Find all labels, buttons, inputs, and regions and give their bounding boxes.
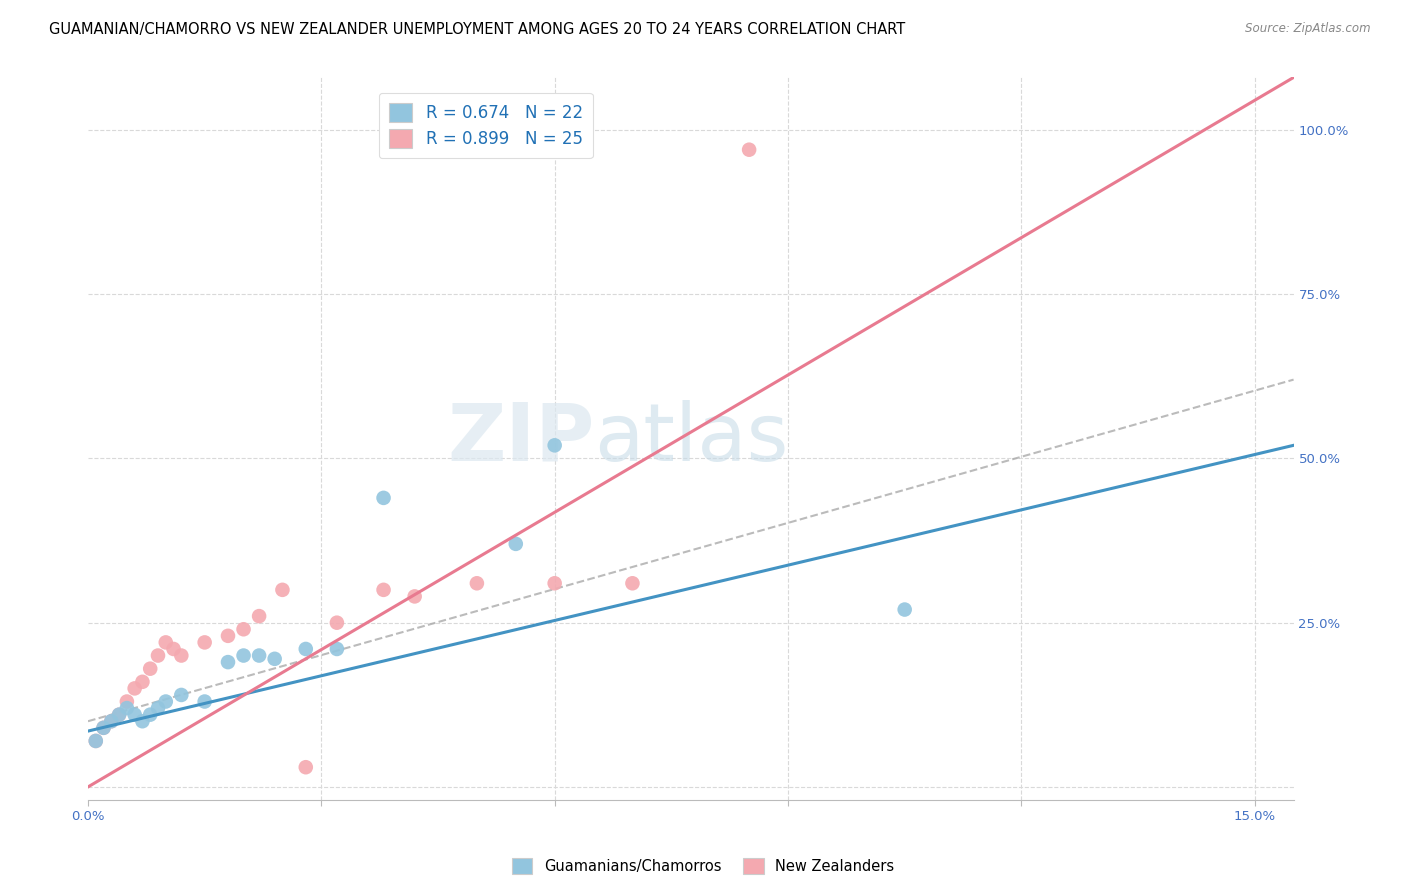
Point <box>93 721 115 735</box>
Point <box>115 701 138 715</box>
Point <box>373 491 395 505</box>
Text: GUAMANIAN/CHAMORRO VS NEW ZEALANDER UNEMPLOYMENT AMONG AGES 20 TO 24 YEARS CORRE: GUAMANIAN/CHAMORRO VS NEW ZEALANDER UNEM… <box>49 22 905 37</box>
Point <box>155 635 177 649</box>
Text: Source: ZipAtlas.com: Source: ZipAtlas.com <box>1246 22 1371 36</box>
Point <box>108 707 131 722</box>
Point <box>162 642 184 657</box>
Point <box>294 642 316 657</box>
Point <box>84 734 107 748</box>
Point <box>232 622 254 636</box>
Point <box>124 707 146 722</box>
Point <box>131 714 153 729</box>
Point <box>738 143 761 157</box>
Point <box>155 694 177 708</box>
Point <box>465 576 488 591</box>
Point <box>124 681 146 696</box>
Point <box>170 648 193 663</box>
Point <box>294 760 316 774</box>
Point <box>893 602 915 616</box>
Point <box>139 707 162 722</box>
Point <box>271 582 294 597</box>
Point <box>108 707 131 722</box>
Point <box>115 694 138 708</box>
Point <box>263 652 285 666</box>
Point <box>131 674 153 689</box>
Point <box>373 582 395 597</box>
Point <box>217 655 239 669</box>
Point <box>404 590 426 604</box>
Text: ZIP: ZIP <box>447 400 595 478</box>
Point <box>621 576 644 591</box>
Point <box>170 688 193 702</box>
Point <box>544 438 567 452</box>
Point <box>100 714 122 729</box>
Point <box>100 714 122 729</box>
Point <box>326 615 349 630</box>
Point <box>146 648 169 663</box>
Text: atlas: atlas <box>595 400 789 478</box>
Point <box>505 537 527 551</box>
Point <box>146 701 169 715</box>
Point <box>247 609 270 624</box>
Point <box>544 576 567 591</box>
Point <box>194 635 217 649</box>
Point <box>93 721 115 735</box>
Point <box>232 648 254 663</box>
Point <box>217 629 239 643</box>
Point <box>84 734 107 748</box>
Point <box>247 648 270 663</box>
Legend: Guamanians/Chamorros, New Zealanders: Guamanians/Chamorros, New Zealanders <box>506 852 900 880</box>
Legend: R = 0.674   N = 22, R = 0.899   N = 25: R = 0.674 N = 22, R = 0.899 N = 25 <box>380 93 593 158</box>
Point <box>139 662 162 676</box>
Point <box>194 694 217 708</box>
Point <box>326 642 349 657</box>
